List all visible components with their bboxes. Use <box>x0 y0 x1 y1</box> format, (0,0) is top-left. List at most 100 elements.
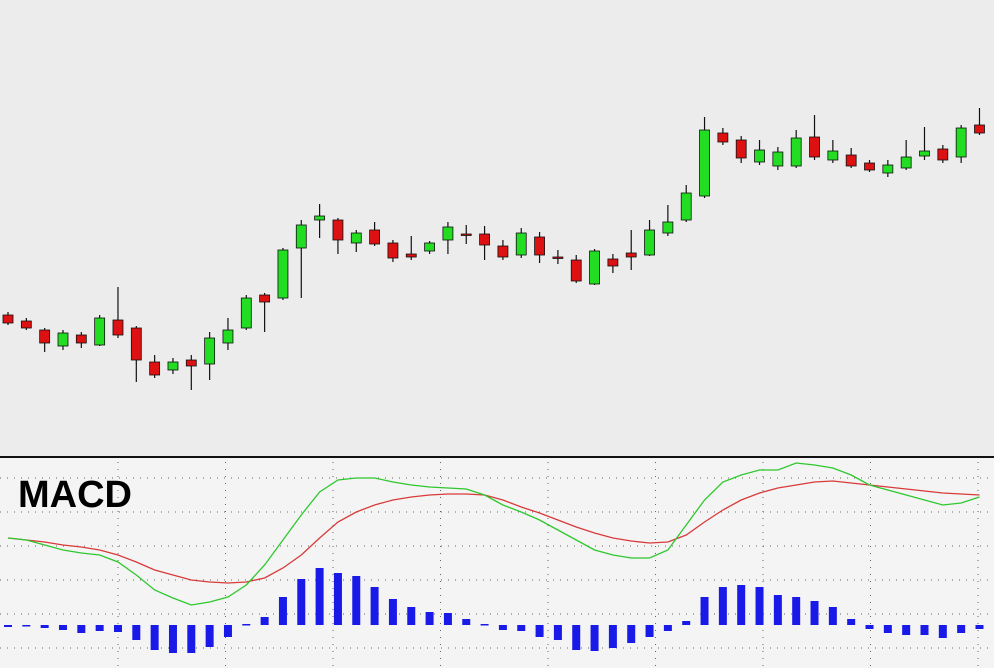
candle-body <box>20 320 32 329</box>
candle-body <box>919 150 930 157</box>
histogram-bar <box>407 607 416 625</box>
candle-body <box>882 164 894 174</box>
candle-body <box>845 154 857 167</box>
histogram-bar <box>755 587 764 625</box>
histogram-bar <box>682 621 691 625</box>
macd-line <box>7 462 980 606</box>
candle-body <box>864 162 875 171</box>
histogram-bar <box>883 625 892 633</box>
histogram-bar <box>370 587 379 625</box>
candle-body <box>39 329 51 344</box>
candle-body <box>552 256 564 259</box>
histogram-bar <box>920 625 929 635</box>
histogram-bar <box>700 597 709 625</box>
histogram-bar <box>792 597 801 625</box>
candle-body <box>570 259 582 282</box>
candle-body <box>295 224 307 249</box>
candle-body <box>827 150 839 161</box>
candle-body <box>130 327 142 361</box>
histogram-bar <box>663 625 672 631</box>
histogram-bar <box>865 625 874 629</box>
candle-body <box>699 129 710 197</box>
macd-grid <box>0 462 994 668</box>
candle-body <box>314 215 326 221</box>
price-panel <box>0 0 994 456</box>
candle-body <box>57 332 69 347</box>
histogram-bar <box>352 576 361 625</box>
candle-body <box>350 232 362 244</box>
candle-body <box>185 359 197 367</box>
candle-body <box>589 250 600 285</box>
histogram-bar <box>168 625 177 653</box>
histogram-bar <box>443 613 452 625</box>
candle-body <box>277 249 289 299</box>
candle-body <box>149 361 161 376</box>
histogram-bar <box>425 612 434 625</box>
histogram-bar <box>278 597 287 625</box>
histogram-bar <box>902 625 911 635</box>
histogram-bar <box>297 579 306 625</box>
candle-body <box>479 233 490 246</box>
candle-body <box>515 232 527 256</box>
candle-body <box>222 329 234 344</box>
histogram-bar <box>58 625 67 630</box>
candle-body <box>369 229 381 245</box>
histogram-bar <box>95 625 104 631</box>
candle-body <box>625 252 637 258</box>
histogram-bar <box>517 625 526 631</box>
candle-body <box>112 319 124 336</box>
histogram-bar <box>4 625 12 627</box>
histogram-bar <box>40 625 49 628</box>
histogram-bar <box>187 625 196 653</box>
histogram-bar <box>553 625 562 640</box>
plot <box>2 108 985 653</box>
candle-body <box>442 226 454 241</box>
macd-panel <box>0 458 994 668</box>
histogram-bar <box>205 625 214 647</box>
histogram-bar <box>938 625 947 638</box>
histogram-bar <box>462 619 471 625</box>
candle-body <box>332 219 344 241</box>
histogram-bar <box>847 619 856 625</box>
candle-body <box>497 245 509 258</box>
histogram-bar <box>957 625 966 633</box>
histogram-bar <box>260 617 269 625</box>
candle-body <box>955 127 967 158</box>
candle-body <box>167 361 179 371</box>
histogram-bar <box>223 625 232 637</box>
histogram-bar <box>810 601 819 625</box>
histogram-bar <box>737 585 746 625</box>
histogram-bar <box>388 599 397 625</box>
macd-line <box>7 480 980 584</box>
histogram-bar <box>22 625 31 627</box>
candle-body <box>680 192 692 221</box>
candle-body <box>534 236 545 256</box>
histogram-bar <box>627 625 636 643</box>
histogram-bar <box>773 595 782 625</box>
candle-body <box>937 148 949 161</box>
candle-body <box>809 136 820 158</box>
histogram-bar <box>498 625 507 630</box>
histogram-bar <box>828 607 837 625</box>
candle-body <box>607 258 619 267</box>
histogram-bar <box>242 624 251 626</box>
candle-body <box>662 221 674 234</box>
histogram-bar <box>480 624 489 626</box>
candle-body <box>204 337 216 365</box>
histogram-bar <box>132 625 141 640</box>
candle-body <box>405 253 417 258</box>
histogram-bar <box>590 625 599 651</box>
candle-body <box>424 242 435 252</box>
candle-body <box>2 314 14 324</box>
candle-body <box>735 139 747 159</box>
candle-body <box>259 294 271 303</box>
candle-body <box>754 149 765 163</box>
candle-body <box>974 124 985 134</box>
candle-body <box>644 229 655 256</box>
candle-body <box>94 317 106 346</box>
candle-body <box>460 233 472 236</box>
histogram-bar <box>645 625 654 637</box>
candle-body <box>75 334 87 344</box>
histogram-bar <box>572 625 581 650</box>
